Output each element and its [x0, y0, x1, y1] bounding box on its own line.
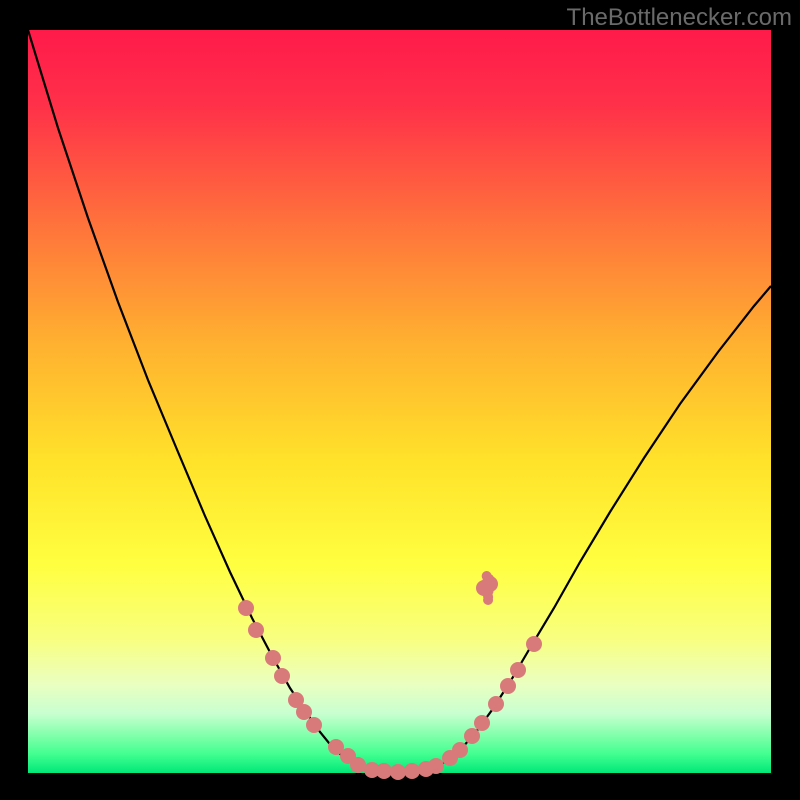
- marker-dot: [404, 763, 420, 779]
- marker-dot: [428, 758, 444, 774]
- marker-dot: [474, 715, 490, 731]
- marker-dot: [390, 764, 406, 780]
- marker-dot: [500, 678, 516, 694]
- marker-dot: [306, 717, 322, 733]
- marker-dot: [488, 696, 504, 712]
- marker-dot: [248, 622, 264, 638]
- marker-dot: [526, 636, 542, 652]
- marker-dot: [452, 742, 468, 758]
- marker-dot: [376, 763, 392, 779]
- marker-dot: [238, 600, 254, 616]
- marker-dot: [483, 595, 493, 605]
- marker-dot: [464, 728, 480, 744]
- bottleneck-chart: TheBottlenecker.com: [0, 0, 800, 800]
- marker-dot: [296, 704, 312, 720]
- marker-dot: [510, 662, 526, 678]
- marker-dot: [274, 668, 290, 684]
- chart-svg: [0, 0, 800, 800]
- marker-dot: [265, 650, 281, 666]
- marker-dot: [350, 757, 366, 773]
- gradient-background: [28, 30, 771, 773]
- watermark-text: TheBottlenecker.com: [567, 4, 792, 32]
